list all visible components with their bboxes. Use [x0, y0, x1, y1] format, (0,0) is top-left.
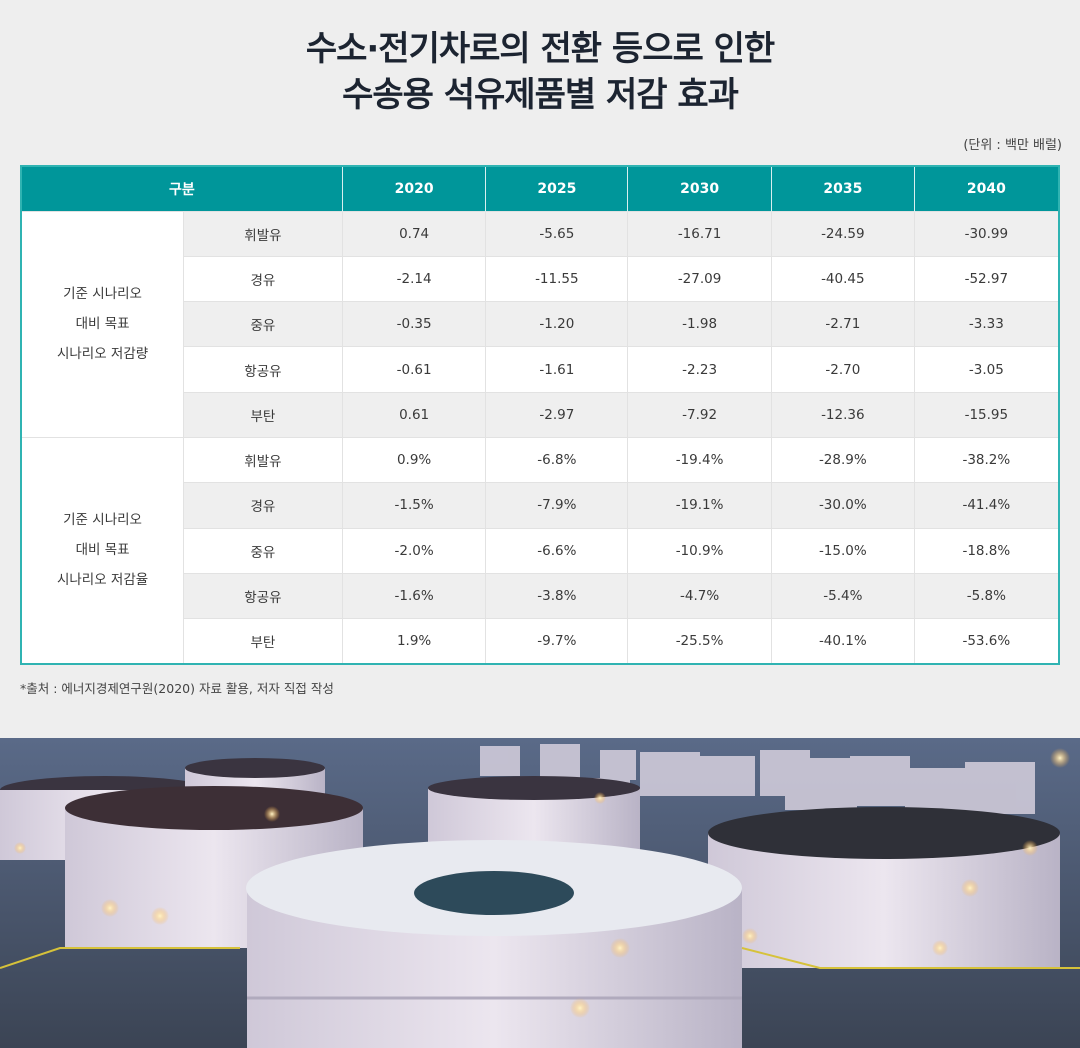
table-header-row: 구분 2020 2025 2030 2035 2040 [21, 166, 1059, 211]
group-label-line: 시나리오 저감량 [56, 346, 149, 363]
value-cell: -24.59 [770, 210, 915, 257]
value-cell: -7.92 [627, 391, 772, 438]
value-cell: -2.71 [770, 301, 915, 347]
header-category: 구분 [21, 166, 343, 211]
value-cell: -9.7% [485, 618, 628, 664]
header-year: 2030 [627, 166, 772, 211]
group-label-line: 시나리오 저감율 [56, 572, 149, 589]
table-row: 부탄 0.61 -2.97 -7.92 -12.36 -15.95 [21, 391, 1059, 438]
page-title: 수소·전기차로의 전환 등으로 인한 수송용 석유제품별 저감 효과 [0, 26, 1080, 118]
source-note: *출처 : 에너지경제연구원(2020) 자료 활용, 저자 직접 작성 [20, 681, 334, 696]
product-name: 부탄 [183, 618, 343, 664]
value-cell: -28.9% [770, 436, 915, 483]
value-cell: -15.95 [913, 391, 1059, 438]
product-name: 휘발유 [183, 436, 343, 483]
value-cell: -40.45 [770, 255, 915, 302]
value-cell: -6.6% [485, 527, 628, 574]
table-row: 경유 -1.5% -7.9% -19.1% -30.0% -41.4% [21, 482, 1059, 529]
table-row: 항공유 -0.61 -1.61 -2.23 -2.70 -3.05 [21, 346, 1059, 393]
table-row: 항공유 -1.6% -3.8% -4.7% -5.4% -5.8% [21, 572, 1059, 619]
product-name: 경유 [183, 255, 343, 302]
value-cell: -27.09 [627, 255, 772, 302]
value-cell: 1.9% [341, 618, 486, 664]
value-cell: -16.71 [627, 210, 772, 257]
group-label-line: 기준 시나리오 [63, 286, 142, 303]
unit-note: (단위 : 백만 배럴) [963, 138, 1062, 153]
title-line-2: 수송용 석유제품별 저감 효과 [342, 75, 739, 115]
value-cell: -10.9% [627, 527, 772, 574]
value-cell: -2.14 [341, 255, 486, 302]
value-cell: -38.2% [913, 436, 1059, 483]
value-cell: 0.9% [341, 436, 486, 483]
value-cell: -30.99 [913, 210, 1059, 257]
product-name: 부탄 [183, 391, 343, 438]
value-cell: -3.8% [485, 572, 628, 619]
value-cell: -1.5% [341, 482, 486, 529]
value-cell: -19.4% [627, 436, 772, 483]
value-cell: -1.20 [485, 301, 628, 347]
value-cell: -5.8% [913, 572, 1059, 619]
reduction-table: 구분 2020 2025 2030 2035 2040 기준 시나리오 대비 목표… [20, 165, 1060, 665]
value-cell: -3.33 [913, 301, 1059, 347]
product-name: 항공유 [183, 572, 343, 619]
table-row: 기준 시나리오 대비 목표 시나리오 저감율 휘발유 0.9% -6.8% -19.4% -2… [21, 436, 1059, 664]
group-label-line: 기준 시나리오 [63, 512, 142, 529]
value-cell: -6.8% [485, 436, 628, 483]
value-cell: -2.97 [485, 391, 628, 438]
value-cell: -0.61 [341, 346, 486, 393]
value-cell: -0.35 [341, 301, 486, 347]
product-name: 중유 [183, 301, 343, 347]
table-row: 기준 시나리오 대비 목표 시나리오 저감량 휘발유 0.74 -5.65 -16.71 -2… [21, 210, 1059, 438]
product-name: 중유 [183, 527, 343, 574]
value-cell: -19.1% [627, 482, 772, 529]
oil-tank-illustration-icon [0, 738, 1080, 1048]
table-row: 중유 -2.0% -6.6% -10.9% -15.0% -18.8% [21, 527, 1059, 574]
group-label-line: 대비 목표 [75, 542, 130, 559]
value-cell: -5.65 [485, 210, 628, 257]
product-name: 휘발유 [183, 210, 343, 257]
value-cell: -12.36 [770, 391, 915, 438]
product-name: 항공유 [183, 346, 343, 393]
header-year: 2025 [485, 166, 628, 211]
table-row: 부탄 1.9% -9.7% -25.5% -40.1% -53.6% [21, 618, 1059, 664]
value-cell: -41.4% [913, 482, 1059, 529]
value-cell: -15.0% [770, 527, 915, 574]
oil-tanks-photo [0, 738, 1080, 1048]
table-row: 경유 -2.14 -11.55 -27.09 -40.45 -52.97 [21, 255, 1059, 302]
header-year: 2020 [341, 166, 486, 211]
value-cell: -11.55 [485, 255, 628, 302]
value-cell: -52.97 [913, 255, 1059, 302]
table-row: 중유 -0.35 -1.20 -1.98 -2.71 -3.33 [21, 301, 1059, 347]
value-cell: -1.6% [341, 572, 486, 619]
value-cell: -1.98 [627, 301, 772, 347]
value-cell: 0.61 [341, 391, 486, 438]
value-cell: -2.23 [627, 346, 772, 393]
title-line-1: 수소·전기차로의 전환 등으로 인한 [305, 29, 775, 69]
product-name: 경유 [183, 482, 343, 529]
value-cell: -53.6% [913, 618, 1059, 664]
value-cell: -7.9% [485, 482, 628, 529]
value-cell: -2.0% [341, 527, 486, 574]
header-year: 2035 [770, 166, 915, 211]
value-cell: -5.4% [770, 572, 915, 619]
value-cell: -1.61 [485, 346, 628, 393]
header-year: 2040 [913, 166, 1059, 211]
value-cell: -3.05 [913, 346, 1059, 393]
value-cell: -30.0% [770, 482, 915, 529]
value-cell: -18.8% [913, 527, 1059, 574]
value-cell: -25.5% [627, 618, 772, 664]
value-cell: -4.7% [627, 572, 772, 619]
group-label-line: 대비 목표 [75, 316, 130, 333]
value-cell: 0.74 [341, 210, 486, 257]
value-cell: -2.70 [770, 346, 915, 393]
value-cell: -40.1% [770, 618, 915, 664]
